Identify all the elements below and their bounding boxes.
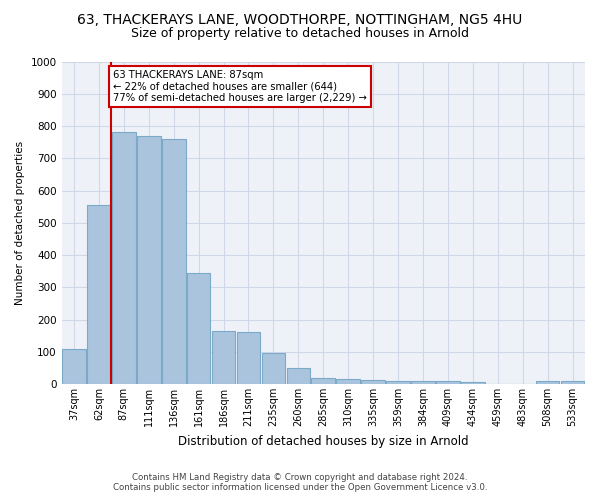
X-axis label: Distribution of detached houses by size in Arnold: Distribution of detached houses by size … xyxy=(178,434,469,448)
Bar xyxy=(311,378,335,384)
Bar xyxy=(162,139,185,384)
Bar xyxy=(386,381,410,384)
Bar xyxy=(461,382,485,384)
Bar xyxy=(137,136,161,384)
Bar xyxy=(212,331,235,384)
Bar xyxy=(287,368,310,384)
Bar xyxy=(560,381,584,384)
Bar xyxy=(361,380,385,384)
Text: 63 THACKERAYS LANE: 87sqm
← 22% of detached houses are smaller (644)
77% of semi: 63 THACKERAYS LANE: 87sqm ← 22% of detac… xyxy=(113,70,367,103)
Bar xyxy=(411,381,435,384)
Bar xyxy=(436,381,460,384)
Text: 63, THACKERAYS LANE, WOODTHORPE, NOTTINGHAM, NG5 4HU: 63, THACKERAYS LANE, WOODTHORPE, NOTTING… xyxy=(77,12,523,26)
Text: Size of property relative to detached houses in Arnold: Size of property relative to detached ho… xyxy=(131,28,469,40)
Bar xyxy=(337,379,360,384)
Bar xyxy=(87,205,111,384)
Text: Contains HM Land Registry data © Crown copyright and database right 2024.
Contai: Contains HM Land Registry data © Crown c… xyxy=(113,473,487,492)
Bar xyxy=(236,332,260,384)
Bar xyxy=(536,381,559,384)
Bar xyxy=(262,354,285,384)
Y-axis label: Number of detached properties: Number of detached properties xyxy=(15,140,25,305)
Bar xyxy=(112,132,136,384)
Bar xyxy=(62,348,86,384)
Bar xyxy=(187,272,211,384)
